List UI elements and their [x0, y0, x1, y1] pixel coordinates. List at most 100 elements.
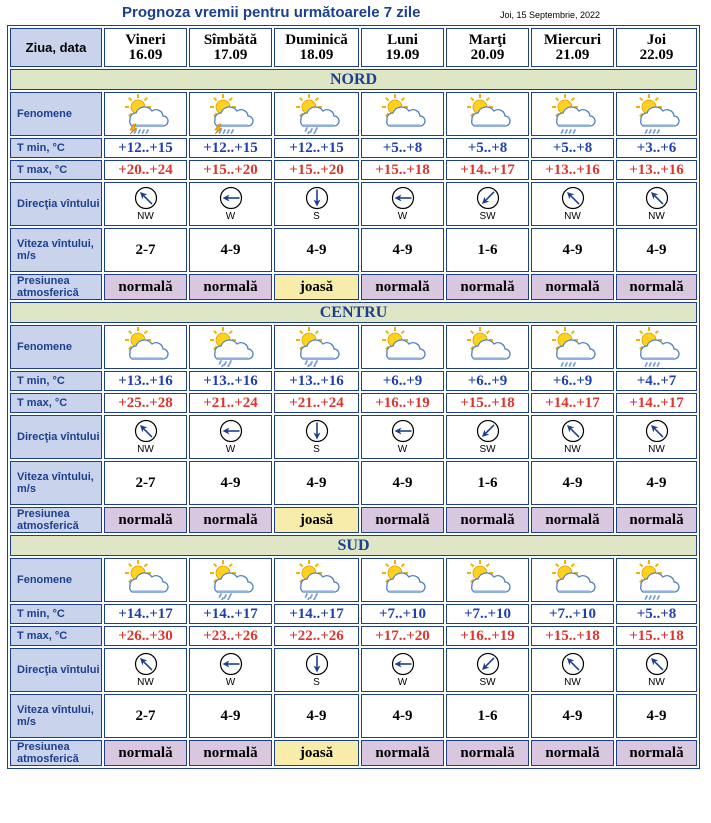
tmax-cell: +15..+20: [189, 160, 272, 180]
wind-direction-cell: NW: [531, 182, 614, 226]
wind-direction-icon: [305, 186, 328, 210]
tmax-cell: +25..+28: [104, 393, 187, 413]
row-label-tmin: T min, °C: [10, 138, 102, 158]
row-label-tmax: T max, °C: [10, 626, 102, 646]
weather-icon-cell: [531, 325, 614, 369]
tmin-cell: +14..+17: [189, 604, 272, 624]
day-name: Luni: [387, 31, 418, 48]
day-date: 19.09: [385, 46, 420, 63]
row-label-phenomena: Fenomene: [10, 92, 102, 136]
cloud-sun-rain-light-icon: [551, 94, 596, 134]
wind-direction-cell: S: [274, 182, 359, 226]
region-header: SUD: [10, 535, 697, 556]
wind-direction-icon: [476, 419, 499, 443]
wind-direction-label: NW: [648, 444, 665, 455]
row-label-pressure: Presiunea atmosferică: [10, 740, 102, 766]
wind-direction-cell: W: [361, 182, 444, 226]
wind-direction-icon: [305, 419, 328, 443]
weather-icon-cell: [616, 325, 697, 369]
day-date: 22.09: [639, 46, 674, 63]
day-header-0: Vineri 16.09: [104, 28, 187, 67]
pressure-cell: normală: [104, 507, 187, 533]
wind-direction-icon: [305, 652, 328, 676]
tmax-row: T max, °C +25..+28 +21..+24 +21..+24 +16..+1…: [10, 393, 697, 413]
day-date: 16.09: [128, 46, 163, 63]
tmax-cell: +23..+26: [189, 626, 272, 646]
phenomena-row: Fenomene: [10, 325, 697, 369]
pressure-cell: normală: [189, 740, 272, 766]
wind-direction-icon: [645, 186, 668, 210]
day-name: Joi: [646, 31, 667, 48]
wind-speed-cell: 4-9: [616, 228, 697, 272]
tmax-cell: +21..+24: [274, 393, 359, 413]
day-date: 20.09: [470, 46, 505, 63]
wind-speed-cell: 4-9: [274, 461, 359, 505]
cloud-sun-rain-icon: [295, 327, 340, 367]
pressure-cell: joasă: [274, 274, 359, 300]
wind-direction-label: NW: [564, 211, 581, 222]
pressure-cell: joasă: [274, 507, 359, 533]
pressure-row: Presiunea atmosferică normală normală joasă…: [10, 740, 697, 766]
weather-icon-cell: [616, 558, 697, 602]
row-label-wind-dir: Direcţia vîntului: [10, 182, 102, 226]
row-label-tmin: T min, °C: [10, 604, 102, 624]
tmin-cell: +14..+17: [274, 604, 359, 624]
pressure-cell: normală: [616, 507, 697, 533]
wind-direction-icon: [134, 419, 157, 443]
wind-direction-icon: [561, 419, 584, 443]
row-label-phenomena: Fenomene: [10, 558, 102, 602]
tmin-cell: +6..+9: [361, 371, 444, 391]
day-name: Vineri: [125, 31, 166, 48]
row-label-wind-dir: Direcţia vîntului: [10, 648, 102, 692]
weather-icon-cell: [104, 558, 187, 602]
wind-direction-cell: W: [189, 648, 272, 692]
pressure-row: Presiunea atmosferică normală normală joasă…: [10, 507, 697, 533]
cloud-sun-icon: [124, 560, 169, 593]
tmax-cell: +15..+18: [361, 160, 444, 180]
wind-direction-icon: [219, 419, 242, 443]
wind-dir-row: Direcţia vîntului NW W S W SW NW NW: [10, 415, 697, 459]
weather-icon-cell: [361, 92, 444, 136]
wind-speed-row: Viteza vîntului, m/s 2-7 4-9 4-9 4-9 1-6 4-9 4-…: [10, 461, 697, 505]
wind-direction-label: W: [397, 444, 408, 455]
wind-speed-cell: 4-9: [189, 461, 272, 505]
wind-direction-icon: [476, 186, 499, 210]
wind-direction-label: W: [225, 211, 236, 222]
wind-speed-row: Viteza vîntului, m/s 2-7 4-9 4-9 4-9 1-6 4-9 4-…: [10, 694, 697, 738]
forecast-date: Joi, 15 Septembrie, 2022: [500, 10, 601, 20]
day-date: 17.09: [213, 46, 248, 63]
wind-direction-cell: SW: [446, 182, 529, 226]
weather-icon-cell: [446, 92, 529, 136]
tmin-cell: +7..+10: [446, 604, 529, 624]
cloud-sun-rain-light-icon: [635, 94, 680, 134]
phenomena-row: Fenomene: [10, 558, 697, 602]
cloud-sun-icon: [466, 560, 511, 593]
wind-direction-label: NW: [648, 211, 665, 222]
wind-speed-cell: 2-7: [104, 694, 187, 738]
wind-direction-icon: [391, 652, 414, 676]
tmin-cell: +14..+17: [104, 604, 187, 624]
day-name: Duminică: [285, 31, 348, 48]
cloud-sun-icon: [381, 327, 426, 360]
pressure-cell: normală: [361, 274, 444, 300]
pressure-cell: normală: [531, 740, 614, 766]
day-date: 21.09: [555, 46, 590, 63]
pressure-cell: normală: [189, 274, 272, 300]
region-header: CENTRU: [10, 302, 697, 323]
tmax-cell: +14..+17: [531, 393, 614, 413]
row-label-tmax: T max, °C: [10, 393, 102, 413]
wind-speed-cell: 4-9: [189, 694, 272, 738]
cloud-sun-icon: [381, 94, 426, 127]
weather-icon-cell: [446, 325, 529, 369]
wind-speed-cell: 1-6: [446, 694, 529, 738]
pressure-row: Presiunea atmosferică normală normală joasă…: [10, 274, 697, 300]
wind-direction-label: S: [313, 677, 320, 688]
page-title: Prognoza vremii pentru următoarele 7 zil…: [122, 4, 421, 21]
region-header: NORD: [10, 69, 697, 90]
tmin-row: T min, °C +13..+16 +13..+16 +13..+16 +6..+9 +…: [10, 371, 697, 391]
pressure-cell: normală: [104, 740, 187, 766]
tmin-cell: +12..+15: [189, 138, 272, 158]
weather-icon-cell: [274, 92, 359, 136]
header-label: Ziua, data: [25, 40, 87, 55]
wind-direction-cell: W: [189, 182, 272, 226]
